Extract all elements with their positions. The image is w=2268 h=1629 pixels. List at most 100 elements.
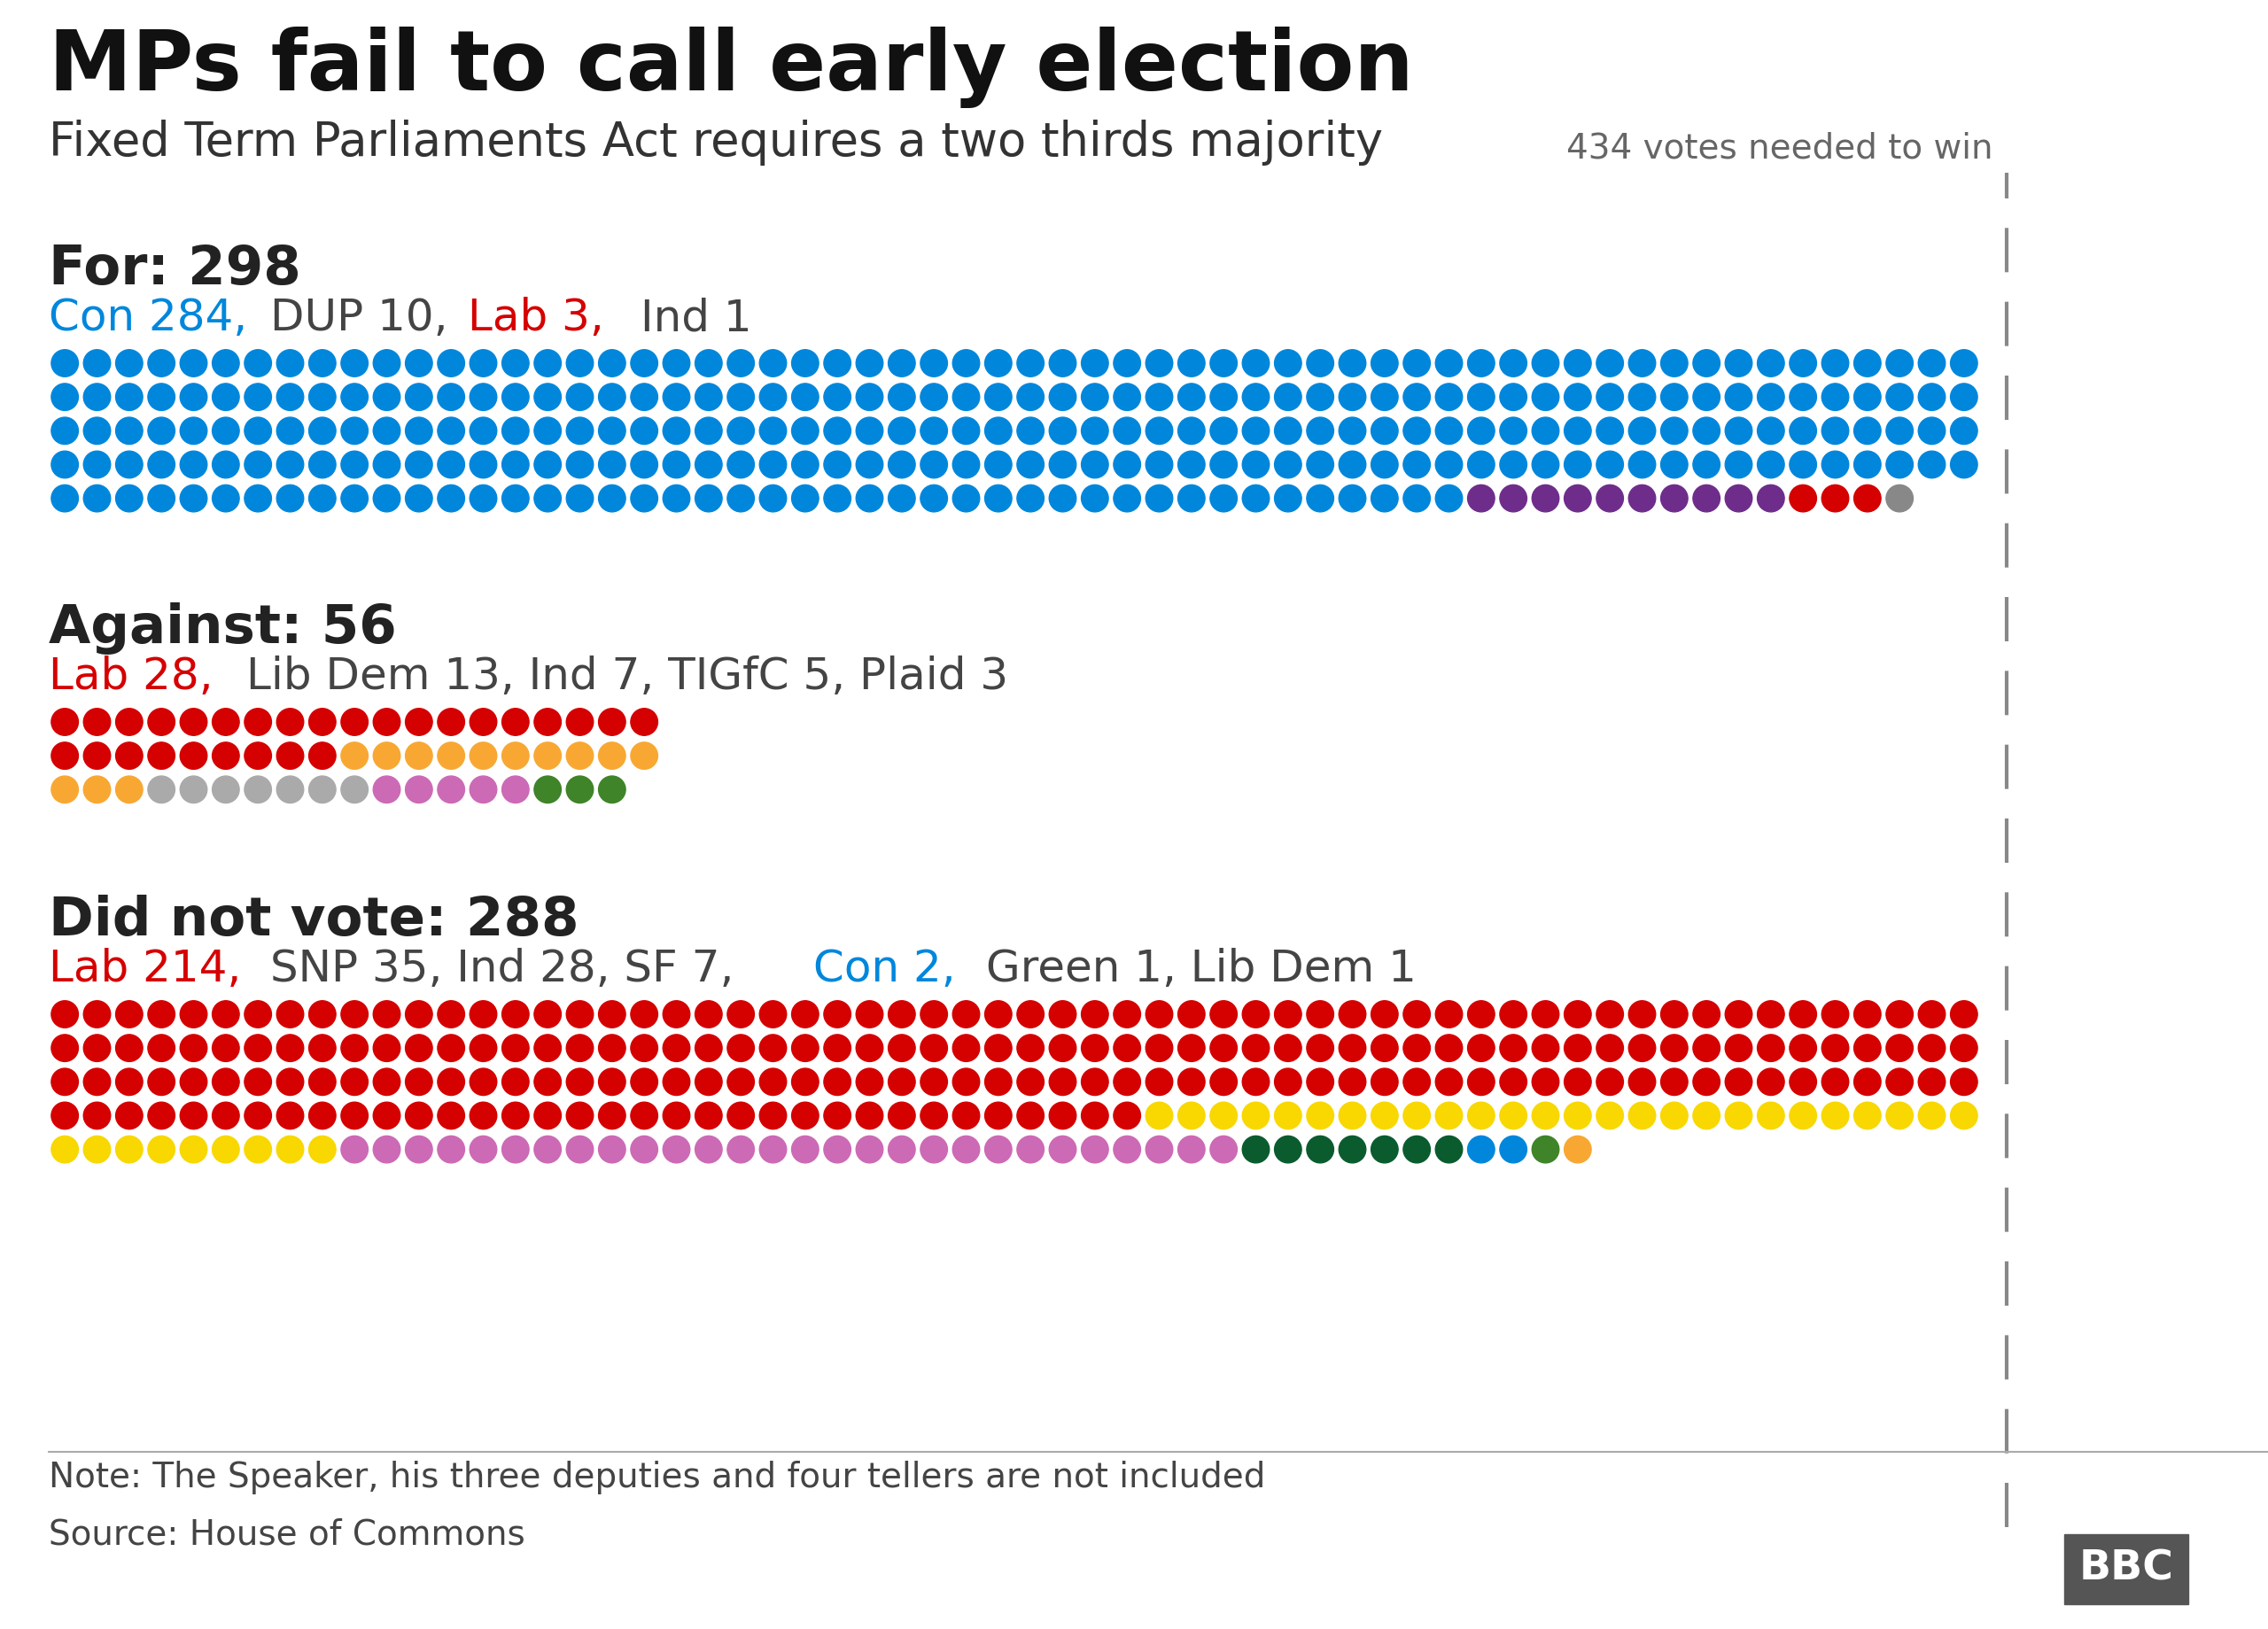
- Circle shape: [855, 485, 882, 512]
- Circle shape: [631, 1034, 658, 1062]
- Circle shape: [277, 1069, 304, 1095]
- Circle shape: [340, 1069, 367, 1095]
- Circle shape: [406, 1069, 433, 1095]
- Circle shape: [1177, 451, 1204, 477]
- Circle shape: [374, 485, 399, 512]
- Circle shape: [1950, 1000, 1978, 1028]
- Circle shape: [1306, 1135, 1334, 1163]
- Circle shape: [1726, 350, 1753, 376]
- Circle shape: [213, 1069, 240, 1095]
- Circle shape: [1243, 1135, 1270, 1163]
- Circle shape: [1338, 383, 1365, 411]
- Circle shape: [1821, 1034, 1848, 1062]
- Circle shape: [535, 709, 560, 735]
- Circle shape: [406, 775, 433, 803]
- Circle shape: [1404, 1103, 1431, 1129]
- Circle shape: [1114, 1135, 1141, 1163]
- Circle shape: [1565, 1000, 1592, 1028]
- Circle shape: [631, 1135, 658, 1163]
- Circle shape: [1821, 1103, 1848, 1129]
- Circle shape: [308, 1069, 336, 1095]
- Circle shape: [245, 775, 272, 803]
- Circle shape: [1887, 1034, 1914, 1062]
- Circle shape: [84, 485, 111, 512]
- Circle shape: [147, 383, 175, 411]
- Circle shape: [1372, 383, 1397, 411]
- Circle shape: [984, 451, 1012, 477]
- Circle shape: [567, 709, 594, 735]
- Text: Lab 3,: Lab 3,: [467, 296, 619, 339]
- Circle shape: [84, 383, 111, 411]
- Circle shape: [1275, 1103, 1302, 1129]
- Circle shape: [599, 350, 626, 376]
- Circle shape: [535, 1135, 560, 1163]
- Circle shape: [1306, 1103, 1334, 1129]
- Circle shape: [823, 451, 850, 477]
- Circle shape: [1853, 1069, 1880, 1095]
- Circle shape: [374, 1135, 399, 1163]
- Circle shape: [52, 743, 79, 769]
- Circle shape: [1177, 1103, 1204, 1129]
- Circle shape: [1565, 451, 1592, 477]
- Circle shape: [147, 451, 175, 477]
- Circle shape: [1531, 451, 1558, 477]
- Circle shape: [501, 383, 528, 411]
- Circle shape: [1211, 1000, 1236, 1028]
- Circle shape: [277, 1034, 304, 1062]
- Circle shape: [1499, 1034, 1526, 1062]
- Circle shape: [1372, 451, 1397, 477]
- Circle shape: [567, 1000, 594, 1028]
- Circle shape: [760, 417, 787, 445]
- Circle shape: [1499, 1103, 1526, 1129]
- Circle shape: [340, 485, 367, 512]
- Circle shape: [662, 417, 689, 445]
- Circle shape: [728, 1034, 755, 1062]
- Circle shape: [469, 485, 497, 512]
- Text: For: 298: For: 298: [48, 244, 302, 296]
- Circle shape: [1726, 417, 1753, 445]
- Circle shape: [1853, 451, 1880, 477]
- Circle shape: [116, 1103, 143, 1129]
- Circle shape: [1338, 485, 1365, 512]
- Circle shape: [953, 350, 980, 376]
- Circle shape: [213, 709, 240, 735]
- Circle shape: [1082, 1000, 1109, 1028]
- Circle shape: [147, 350, 175, 376]
- Circle shape: [1660, 451, 1687, 477]
- Text: BBC: BBC: [2080, 1549, 2173, 1590]
- Circle shape: [1275, 383, 1302, 411]
- Circle shape: [1275, 1000, 1302, 1028]
- Circle shape: [1404, 383, 1431, 411]
- Circle shape: [823, 1069, 850, 1095]
- Circle shape: [855, 1034, 882, 1062]
- Circle shape: [406, 383, 433, 411]
- Circle shape: [662, 350, 689, 376]
- Circle shape: [1050, 1000, 1077, 1028]
- Circle shape: [631, 417, 658, 445]
- Circle shape: [374, 1103, 399, 1129]
- Circle shape: [631, 1000, 658, 1028]
- Circle shape: [1565, 350, 1592, 376]
- Circle shape: [1404, 1135, 1431, 1163]
- Circle shape: [599, 709, 626, 735]
- Circle shape: [921, 1034, 948, 1062]
- Circle shape: [406, 350, 433, 376]
- Circle shape: [567, 417, 594, 445]
- Circle shape: [953, 1034, 980, 1062]
- Circle shape: [1243, 417, 1270, 445]
- Circle shape: [1821, 485, 1848, 512]
- Circle shape: [1372, 1135, 1397, 1163]
- Circle shape: [116, 743, 143, 769]
- Circle shape: [631, 709, 658, 735]
- Circle shape: [1436, 417, 1463, 445]
- Circle shape: [921, 1135, 948, 1163]
- Circle shape: [1275, 451, 1302, 477]
- Circle shape: [728, 383, 755, 411]
- Circle shape: [52, 1000, 79, 1028]
- Circle shape: [245, 1069, 272, 1095]
- Circle shape: [728, 451, 755, 477]
- Circle shape: [1499, 451, 1526, 477]
- Circle shape: [277, 1103, 304, 1129]
- Circle shape: [1758, 350, 1785, 376]
- Circle shape: [1660, 485, 1687, 512]
